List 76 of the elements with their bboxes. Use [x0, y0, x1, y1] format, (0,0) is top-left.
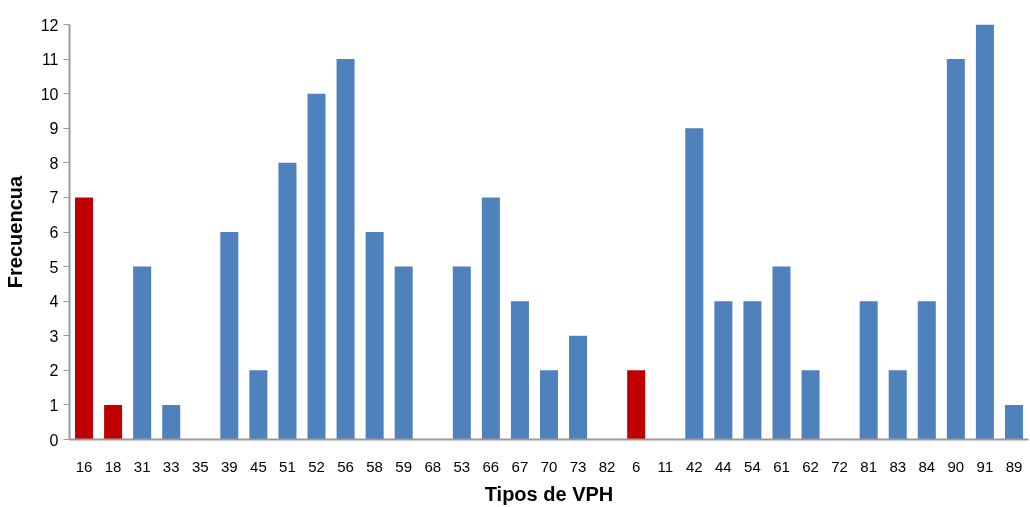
bar	[743, 301, 762, 440]
bar	[859, 301, 878, 440]
x-tick-label: 52	[308, 457, 325, 475]
x-tick-label: 54	[744, 457, 761, 475]
x-tick-label: 42	[685, 457, 703, 475]
x-tick-label: 18	[104, 457, 122, 475]
y-tick-label: 2	[49, 362, 59, 380]
y-tick-label: 9	[49, 120, 59, 138]
y-tick-label: 10	[40, 85, 59, 103]
y-tick-label: 3	[49, 327, 59, 345]
y-tick-label: 12	[40, 16, 59, 34]
y-tick-label: 0	[49, 431, 59, 449]
y-tick-label: 4	[49, 293, 59, 311]
bar	[133, 266, 152, 440]
x-tick-label: 58	[366, 457, 383, 475]
bar	[801, 370, 820, 440]
bar	[772, 266, 791, 440]
bar	[481, 197, 500, 440]
x-tick-label: 72	[831, 457, 848, 475]
bar	[452, 266, 471, 440]
x-tick-label: 44	[715, 457, 732, 475]
x-tick-label: 82	[598, 457, 616, 475]
x-axis-title: Tipos de VPH	[484, 482, 614, 505]
y-tick-label: 11	[41, 51, 59, 69]
bar	[975, 24, 994, 440]
x-tick-label: 45	[250, 457, 267, 475]
bar	[220, 232, 239, 440]
bar	[569, 335, 588, 440]
x-tick-label: 16	[75, 457, 93, 475]
bar	[336, 59, 355, 440]
bar	[278, 162, 297, 440]
x-tick-label: 39	[220, 457, 238, 475]
bar	[685, 128, 704, 440]
x-tick-label: 89	[1005, 457, 1023, 475]
x-tick-label: 81	[860, 457, 878, 475]
bar	[162, 404, 181, 440]
x-tick-label: 62	[802, 457, 819, 475]
x-tick-label: 68	[424, 457, 442, 475]
bar	[365, 232, 384, 440]
bar	[75, 197, 94, 440]
bar	[307, 93, 326, 440]
x-tick-label: 6	[632, 457, 641, 475]
x-tick-label: 84	[918, 457, 936, 475]
x-tick-label: 51	[279, 457, 296, 475]
y-tick-label: 6	[49, 224, 59, 241]
x-tick-label: 33	[162, 457, 180, 475]
bar	[1004, 404, 1023, 440]
x-tick-label: 61	[773, 457, 790, 475]
x-tick-label: 73	[569, 457, 587, 475]
bar	[510, 301, 529, 440]
bar	[104, 404, 123, 440]
bar	[917, 301, 936, 440]
x-tick-label: 35	[191, 457, 209, 475]
x-tick-label: 66	[482, 457, 500, 475]
bar	[539, 370, 559, 440]
y-tick-label: 5	[49, 258, 59, 276]
x-tick-label: 91	[976, 457, 994, 475]
bar	[888, 370, 907, 440]
bar	[394, 266, 413, 440]
x-tick-label: 90	[947, 457, 965, 475]
bar	[627, 370, 646, 440]
x-tick-label: 31	[133, 457, 151, 475]
bar	[714, 301, 733, 440]
y-tick-label: 7	[49, 189, 59, 207]
bar	[249, 370, 268, 440]
x-tick-label: 67	[511, 457, 529, 475]
y-axis-title: Frecuencua	[3, 174, 26, 289]
x-tick-label: 56	[337, 457, 354, 475]
y-tick-label: 8	[49, 154, 59, 172]
y-tick-label: 1	[49, 396, 59, 414]
x-tick-label: 53	[453, 457, 471, 475]
bar	[946, 59, 965, 440]
x-tick-label: 11	[657, 457, 674, 475]
x-tick-label: 70	[540, 457, 558, 475]
x-tick-label: 59	[395, 457, 413, 475]
x-tick-label: 83	[889, 457, 907, 475]
